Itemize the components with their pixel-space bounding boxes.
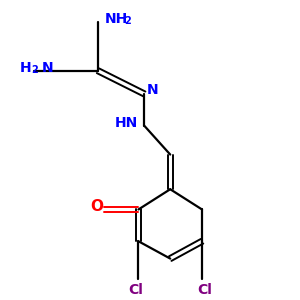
Text: H: H — [20, 61, 32, 75]
Text: Cl: Cl — [197, 283, 212, 297]
Text: 2: 2 — [124, 16, 131, 26]
Text: 2: 2 — [32, 65, 38, 75]
Text: N: N — [42, 61, 53, 75]
Text: Cl: Cl — [128, 283, 143, 297]
Text: O: O — [90, 199, 103, 214]
Text: N: N — [147, 82, 159, 97]
Text: HN: HN — [115, 116, 138, 130]
Text: NH: NH — [105, 12, 128, 26]
